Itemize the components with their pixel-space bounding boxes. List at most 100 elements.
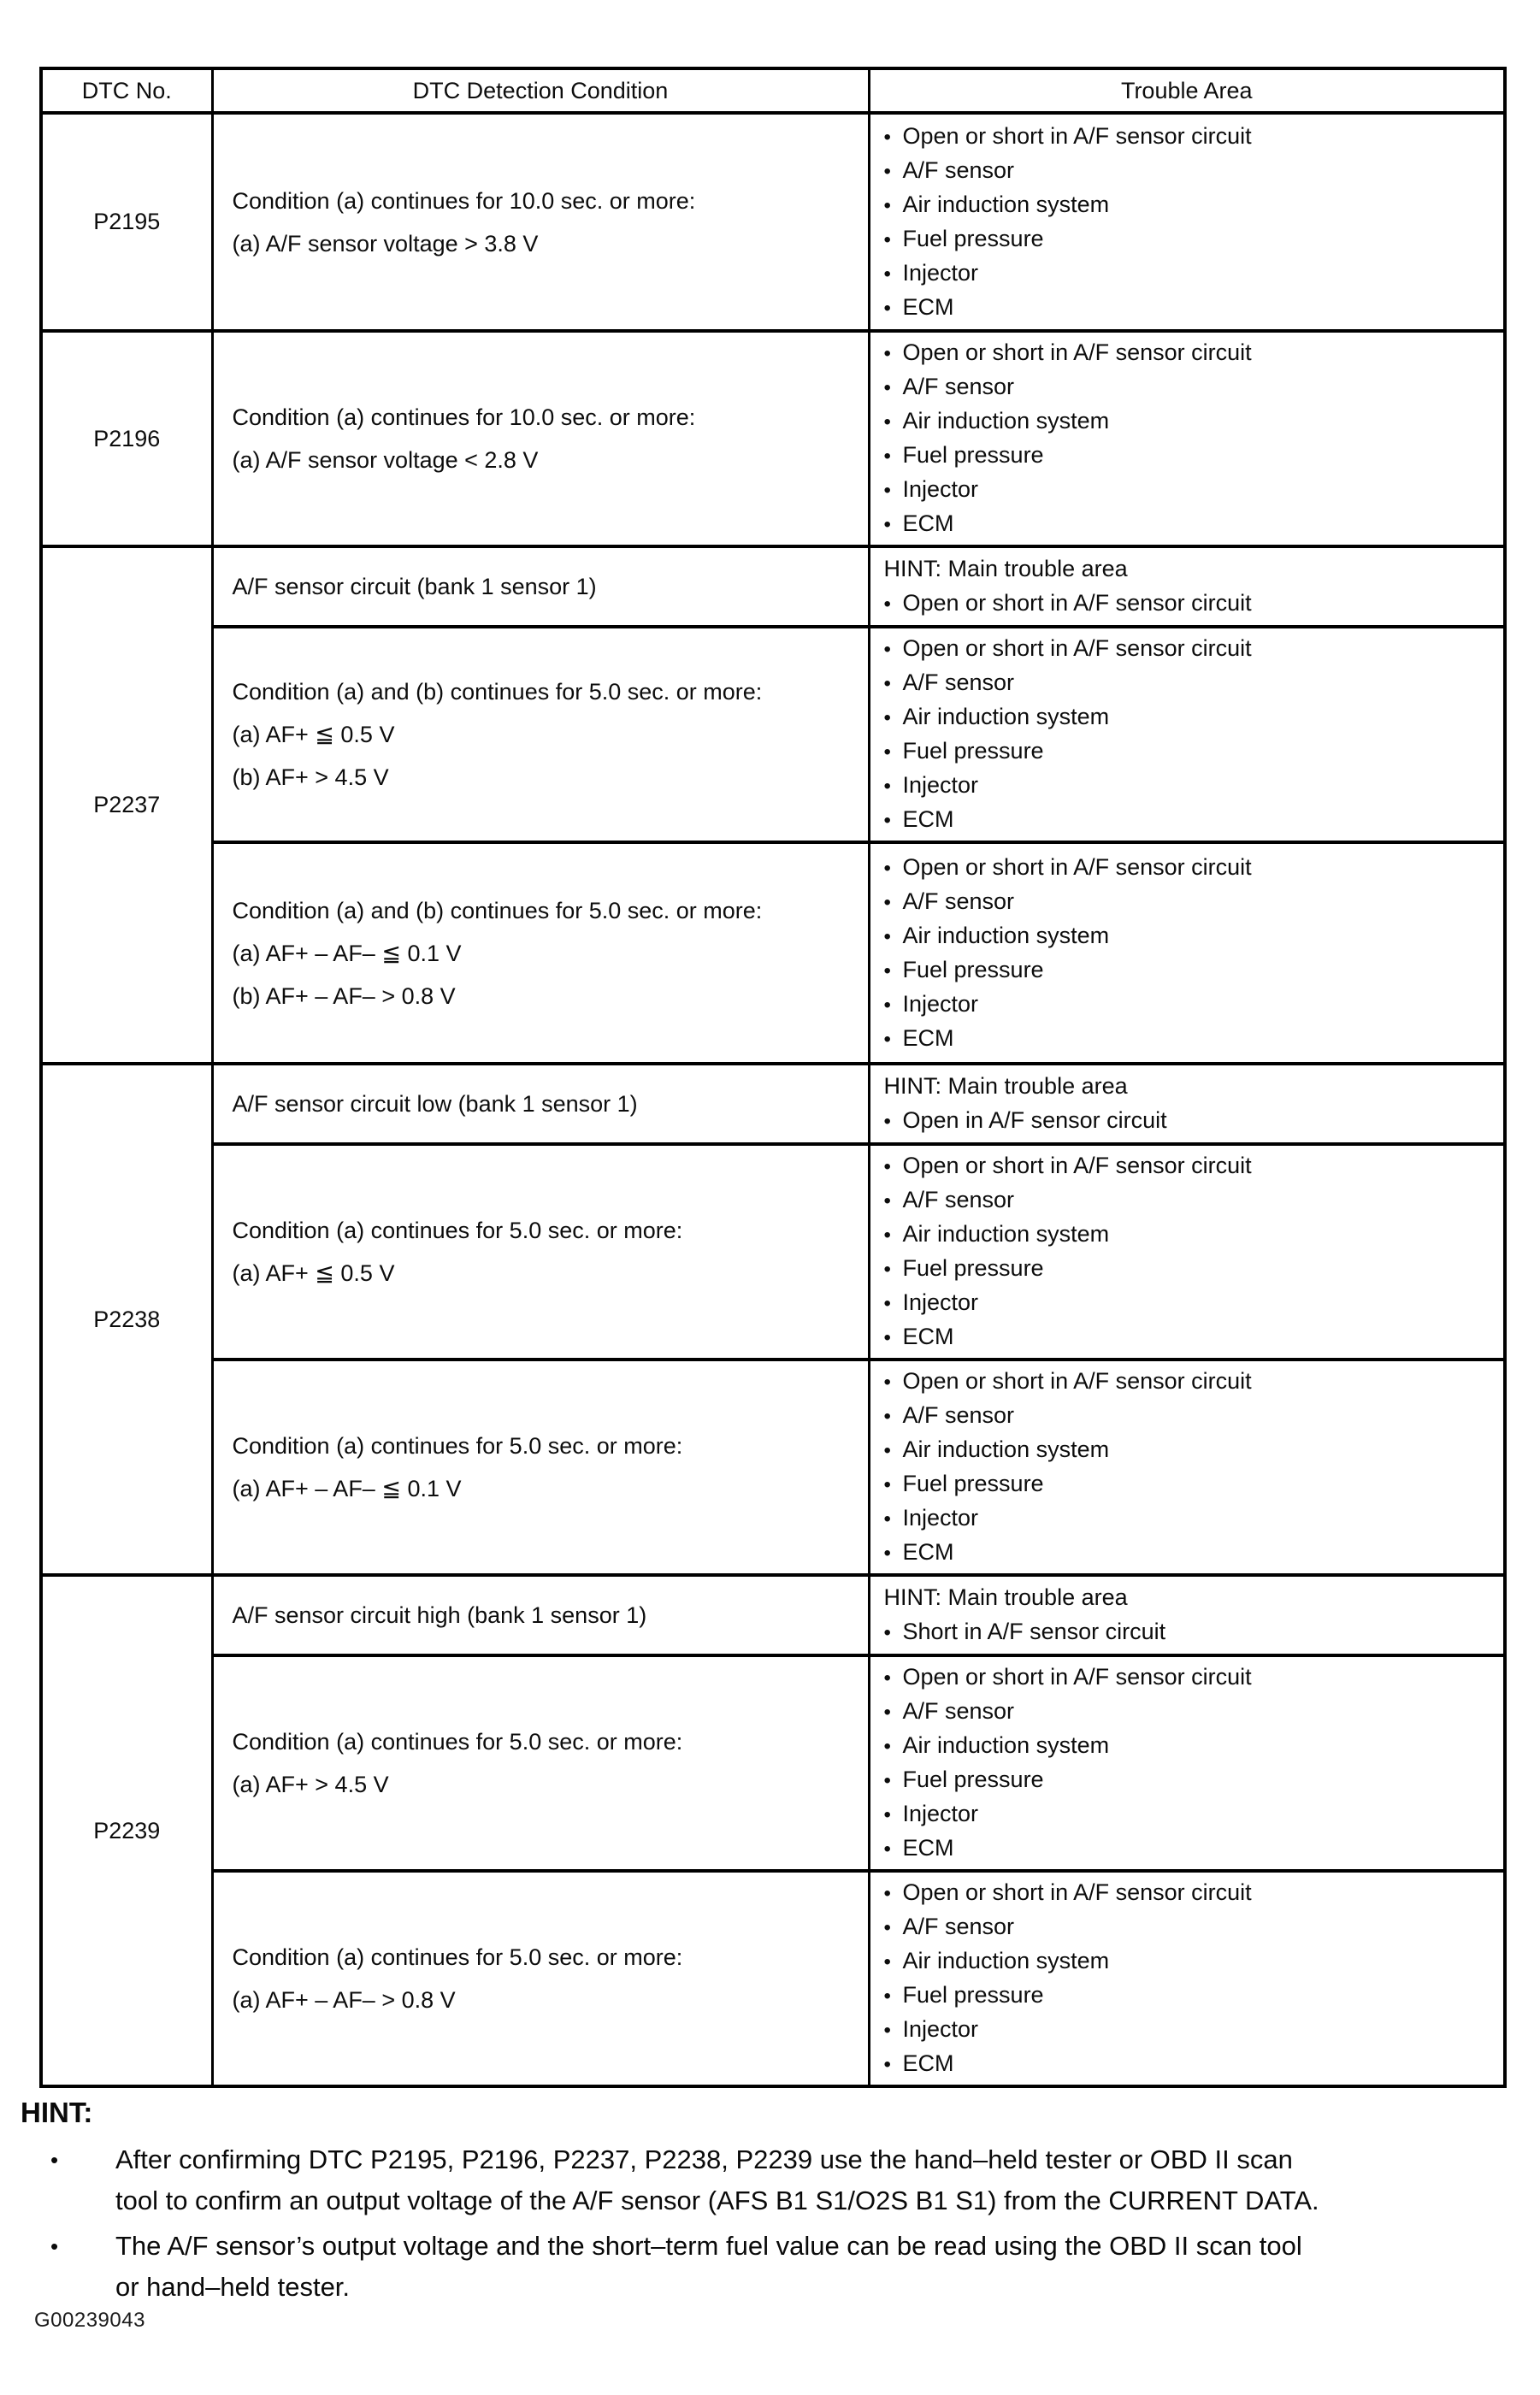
table-row: P2238 A/F sensor circuit low (bank 1 sens… (39, 1062, 1507, 1577)
trouble-bullet-item: • Fuel pressure (884, 1979, 1499, 2013)
detection-condition-cell: Condition (a) continues for 5.0 sec. or … (210, 1869, 870, 2088)
condition-line: A/F sensor circuit low (bank 1 sensor 1) (232, 1091, 638, 1117)
bullet-icon: • (883, 672, 891, 695)
trouble-bullet-item: • Air induction system (884, 700, 1499, 734)
trouble-bullet-item: • Fuel pressure (884, 734, 1499, 769)
bullet-icon: • (883, 856, 891, 880)
header-trouble-area: Trouble Area (867, 67, 1507, 115)
detection-condition-cell: A/F sensor circuit high (bank 1 sensor 1… (210, 1573, 870, 1657)
trouble-bullet-item: • Injector (884, 1501, 1499, 1536)
condition-line: (a) AF+ > 4.5 V (232, 1772, 389, 1797)
detection-condition-cell: Condition (a) continues for 5.0 sec. or … (210, 1142, 870, 1361)
trouble-bullet-item: • Injector (884, 988, 1499, 1022)
trouble-bullet-text: Fuel pressure (902, 442, 1044, 468)
trouble-bullet-text: ECM (902, 806, 954, 832)
trouble-bullet-text: Air induction system (902, 408, 1110, 434)
bullet-icon: • (883, 1916, 891, 1939)
bullet-icon: • (883, 1155, 891, 1178)
condition-line: Condition (a) continues for 5.0 sec. or … (232, 1729, 683, 1755)
bullet-icon: • (883, 890, 891, 914)
trouble-bullet-text: Air induction system (902, 704, 1110, 729)
trouble-area-cell: • Open or short in A/F sensor circuit • A/F… (867, 1869, 1507, 2088)
trouble-area-cell: • Open or short in A/F sensor circuit • A/F… (867, 1654, 1507, 1873)
detection-condition-cell: Condition (a) continues for 5.0 sec. or … (210, 1358, 870, 1577)
hint-bullet-item: • The A/F sensor’s output voltage and th… (21, 2226, 1525, 2308)
header-detection-condition: DTC Detection Condition (210, 67, 870, 115)
trouble-bullet-item: • A/F sensor (884, 1910, 1499, 1944)
trouble-bullet-text: Air induction system (902, 1221, 1110, 1247)
trouble-area-cell: • Open or short in A/F sensor circuit • A/F… (867, 329, 1507, 548)
condition-line: A/F sensor circuit high (bank 1 sensor 1… (232, 1602, 647, 1628)
trouble-bullet-text: Fuel pressure (902, 1471, 1044, 1496)
trouble-bullet-text: Air induction system (902, 191, 1110, 217)
condition-line: Condition (a) continues for 5.0 sec. or … (232, 1218, 683, 1243)
trouble-bullet-text: Injector (902, 772, 979, 798)
bullet-icon: • (883, 1405, 891, 1428)
trouble-bullet-text: Fuel pressure (902, 1255, 1044, 1281)
trouble-bullet-text: Open in A/F sensor circuit (902, 1107, 1167, 1133)
trouble-bullet-text: A/F sensor (902, 1402, 1015, 1428)
trouble-hint-line: HINT: Main trouble area (883, 1073, 1128, 1099)
dtc-table: DTC No. DTC Detection Condition Trouble … (39, 67, 1507, 2088)
bullet-icon: • (883, 1326, 891, 1349)
trouble-bullet-text: Injector (902, 1289, 979, 1315)
table-row: Condition (a) continues for 5.0 sec. or … (41, 1869, 1507, 2088)
bullet-icon: • (883, 227, 891, 251)
detection-condition-cell: Condition (a) continues for 5.0 sec. or … (210, 1654, 870, 1873)
bullet-icon: • (883, 1735, 891, 1758)
trouble-bullet-item: • Air induction system (884, 1944, 1499, 1979)
bullet-icon: • (883, 1542, 891, 1565)
trouble-bullet-item: • ECM (884, 2047, 1499, 2081)
trouble-area-cell: • Open or short in A/F sensor circuit • A/F… (867, 625, 1507, 844)
hint-bullet-text: The A/F sensor’s output voltage and the … (115, 2226, 1525, 2308)
trouble-bullet-text: Open or short in A/F sensor circuit (902, 853, 1252, 880)
trouble-bullet-text: Open or short in A/F sensor circuit (902, 1368, 1252, 1394)
trouble-bullet-text: A/F sensor (902, 670, 1015, 695)
trouble-bullet-text: Short in A/F sensor circuit (902, 1619, 1166, 1644)
bullet-icon: • (883, 410, 891, 434)
table-row: Condition (a) continues for 5.0 sec. or … (41, 1142, 1507, 1361)
bullet-icon: • (883, 706, 891, 729)
trouble-bullet-item: • Open or short in A/F sensor circuit (884, 1149, 1499, 1183)
trouble-bullet-item: • Injector (884, 1286, 1499, 1320)
trouble-bullet-item: • A/F sensor (884, 1183, 1499, 1218)
bullet-icon: • (883, 775, 891, 798)
trouble-bullet-item: • Open or short in A/F sensor circuit (884, 586, 1499, 622)
trouble-bullet-text: ECM (902, 1835, 954, 1861)
bullet-icon: • (883, 1701, 891, 1724)
detection-condition-cell: Condition (a) and (b) continues for 5.0 … (210, 625, 870, 844)
trouble-bullet-text: ECM (902, 2050, 954, 2076)
hint-bullet-item: • After confirming DTC P2195, P2196, P22… (21, 2139, 1525, 2221)
trouble-bullet-item: • Fuel pressure (884, 1467, 1499, 1501)
table-row: P2196 Condition (a) continues for 10.0 se… (39, 329, 1507, 548)
condition-line: Condition (a) continues for 5.0 sec. or … (232, 1944, 683, 1970)
trouble-bullet-text: Open or short in A/F sensor circuit (902, 635, 1252, 661)
condition-line: (b) AF+ – AF– > 0.8 V (232, 982, 456, 1009)
detection-condition-cell: A/F sensor circuit low (bank 1 sensor 1) (210, 1062, 870, 1146)
trouble-hint-line: HINT: Main trouble area (883, 556, 1128, 581)
bullet-icon: • (883, 593, 891, 616)
trouble-area-cell: • Open or short in A/F sensor circuit • A/F… (867, 1142, 1507, 1361)
trouble-bullet-item: • Air induction system (884, 188, 1499, 222)
trouble-bullet-text: A/F sensor (902, 1187, 1015, 1212)
trouble-bullet-item: • ECM (884, 1320, 1499, 1354)
trouble-bullet-item: • Air induction system (884, 919, 1499, 953)
bullet-icon: • (883, 445, 891, 468)
trouble-bullet-item: • Air induction system (884, 1729, 1499, 1763)
trouble-bullet-text: ECM (902, 1324, 954, 1349)
hint-bullet-text: After confirming DTC P2195, P2196, P2237… (115, 2139, 1525, 2221)
trouble-bullet-text: Fuel pressure (902, 738, 1044, 764)
trouble-bullet-item: • Open or short in A/F sensor circuit (884, 1876, 1499, 1910)
bullet-icon: • (50, 2233, 59, 2259)
bullet-icon: • (883, 159, 891, 183)
bullet-icon: • (883, 2019, 891, 2042)
trouble-bullet-item: • Injector (884, 257, 1499, 291)
bullet-icon: • (883, 1838, 891, 1861)
trouble-bullet-text: Open or short in A/F sensor circuit (902, 1879, 1252, 1905)
trouble-bullet-text: Injector (902, 990, 979, 1017)
table-row: Condition (a) and (b) continues for 5.0 … (41, 841, 1507, 1065)
trouble-bullet-text: A/F sensor (902, 888, 1015, 914)
header-dtc-no: DTC No. (39, 67, 214, 115)
condition-line: Condition (a) and (b) continues for 5.0 … (232, 897, 763, 923)
table-row: Condition (a) and (b) continues for 5.0 … (41, 625, 1507, 844)
